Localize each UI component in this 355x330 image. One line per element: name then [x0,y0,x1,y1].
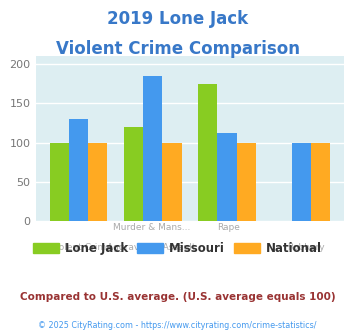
Bar [237,143,256,221]
Text: © 2025 CityRating.com - https://www.cityrating.com/crime-statistics/: © 2025 CityRating.com - https://www.city… [38,321,317,330]
Text: Compared to U.S. average. (U.S. average equals 100): Compared to U.S. average. (U.S. average … [20,292,335,302]
Text: Robbery: Robbery [287,243,324,251]
Bar [69,119,88,221]
Text: Violent Crime Comparison: Violent Crime Comparison [55,40,300,58]
Text: Rape: Rape [217,223,240,232]
Legend: Lone Jack, Missouri, National: Lone Jack, Missouri, National [28,237,327,260]
Bar [163,143,182,221]
Text: Murder & Mans...: Murder & Mans... [113,223,190,232]
Bar [50,143,69,221]
Bar [217,133,237,221]
Bar [198,83,217,221]
Bar [88,143,108,221]
Text: All Violent Crime: All Violent Crime [36,243,112,251]
Text: 2019 Lone Jack: 2019 Lone Jack [107,10,248,28]
Bar [311,143,330,221]
Bar [292,143,311,221]
Bar [143,76,163,221]
Text: Aggravated Assault: Aggravated Assault [107,243,196,251]
Bar [124,127,143,221]
